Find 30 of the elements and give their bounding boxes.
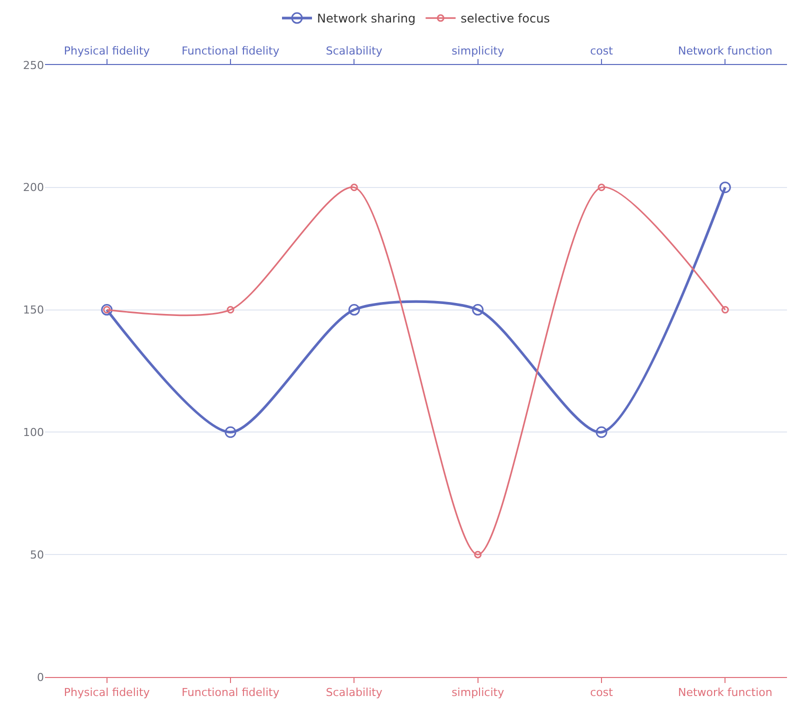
point	[721, 306, 729, 314]
point	[350, 184, 358, 192]
x-tick-label: Scalability	[326, 44, 383, 58]
category-label: Network function	[678, 686, 772, 700]
category-label: Physical fidelity	[64, 686, 150, 700]
y-tick-label: 200	[23, 181, 44, 194]
category-label: Scalability	[326, 686, 382, 700]
category-label: cost	[590, 686, 613, 700]
point	[224, 426, 236, 438]
y-tick-label: 150	[23, 304, 44, 317]
legend-label: selective focus	[460, 12, 550, 26]
point	[598, 184, 606, 192]
y-tick-label: 50	[30, 548, 44, 562]
y-tick-label: 250	[23, 58, 44, 72]
x-tick-label: simplicity	[452, 44, 505, 58]
category-label: Functional fidelity	[182, 686, 280, 700]
point	[474, 550, 482, 558]
legend-label: Network sharing	[317, 12, 416, 26]
point	[719, 182, 731, 194]
x-tick-label: Network function	[678, 44, 772, 58]
x-tick-label: cost	[590, 44, 614, 58]
x-tick-label: Functional fidelity	[182, 44, 280, 58]
y-tick-label: 100	[23, 426, 44, 440]
x-tick-label: Physical fidelity	[64, 44, 150, 58]
category-label: simplicity	[452, 686, 504, 700]
point	[472, 304, 484, 316]
point	[226, 306, 234, 314]
point	[348, 304, 360, 316]
point	[596, 426, 608, 438]
y-tick-label: 0	[37, 670, 44, 684]
